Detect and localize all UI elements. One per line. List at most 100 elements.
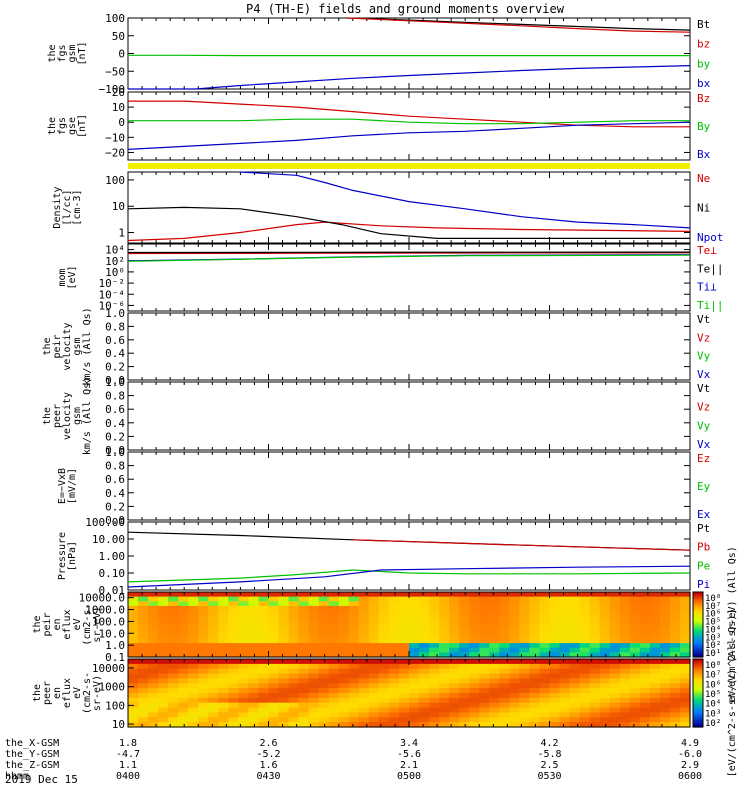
spectrogram-cell [629,688,641,694]
spectrogram-cell [298,643,310,649]
spectrogram-cell [539,707,551,714]
spectrogram-cell [258,707,270,714]
spectrogram-cell [278,659,290,665]
spectrogram-peir-eflux-ylabel: en [52,618,63,630]
spectrogram-cell [178,610,189,616]
spectrogram-cell [138,643,149,649]
spectrogram-cell [258,601,270,607]
spectrogram-cell [539,702,551,709]
spectrogram-cell [238,601,249,607]
spectrogram-cell [549,647,561,653]
spectrogram-cell [599,633,611,639]
spectrogram-cell [228,663,239,670]
spectrogram-cell [318,722,330,728]
colorbar-tick-label: 10⁷ [705,602,721,612]
spectrogram-cell [399,693,410,699]
spectrogram-cell [399,697,410,704]
spectrogram-cell [419,647,430,653]
spectrogram-cell [368,722,380,728]
spectrogram-cell [529,693,540,699]
spectrogram-cell [268,722,280,728]
spectrogram-cell [138,663,149,670]
spectrogram-cell [439,697,450,704]
spectrogram-ytick-label: 10 [112,718,125,731]
spectrogram-cell [218,663,229,670]
spectrogram-cell [358,668,370,675]
spectrogram-cell [288,673,300,680]
spectrogram-cell [669,610,681,616]
legend-Bz: Bz [697,92,710,105]
spectrogram-cell [519,643,530,649]
spectrogram-cell [499,629,510,635]
spectrogram-cell [609,624,621,630]
spectrogram-cell [178,712,189,718]
spectrogram-cell [158,610,169,616]
spectrogram-cell [569,717,581,723]
spectrogram-cell [288,615,300,621]
spectrogram-cell [358,683,370,689]
spectrogram-cell [178,647,189,653]
spectrogram-cell [368,605,380,612]
spectrogram-cell [680,688,691,694]
spectrogram-cell [409,601,420,607]
spectrogram-cell [659,629,671,635]
spectrogram-cell [278,717,290,723]
spectrogram-cell [218,668,229,675]
spectrogram-cell [519,605,530,612]
spectrogram-peir-eflux-ylabel: eV [72,618,83,630]
spectrogram-cell [288,647,300,653]
spectrogram-cell [198,688,209,694]
spectrogram-cell [268,717,280,723]
spectrogram-cell [519,722,530,728]
spectrogram-cell [639,624,651,630]
spectrogram-cell [589,712,601,718]
panel-pressure-ylabel: Pressure [57,532,68,580]
spectrogram-cell [228,605,239,612]
spectrogram-cell [178,688,189,694]
spectrogram-ytick-label: 100 [105,699,125,712]
series-By [128,118,690,125]
series-Te⊥ [127,252,691,255]
spectrogram-cell [368,592,380,598]
spectrogram-cell [178,678,189,684]
spectrogram-cell [218,633,229,639]
spectrogram-cell [218,619,229,626]
spectrogram-cell [569,707,581,714]
spectrogram-cell [218,596,229,602]
spectrogram-cell [378,697,390,704]
spectrogram-cell [469,647,480,653]
spectrogram-cell [559,673,571,680]
spectrogram-cell [318,702,330,709]
spectrogram-cell [328,605,340,612]
spectrogram-cell [278,601,290,607]
series-Bx [127,121,691,150]
spectrogram-cell [539,647,551,653]
spectrogram-cell [669,712,681,718]
spectrogram-cell [659,659,671,665]
spectrogram-cell [138,619,149,626]
spectrogram-cell [599,615,611,621]
spectrogram-cell [479,647,490,653]
spectrogram-cell [499,605,510,612]
legend-Pe: Pe [697,559,710,572]
spectrogram-cell [168,673,179,680]
spectrogram-cell [138,638,149,644]
spectrogram-cell [188,673,199,680]
spectrogram-cell [348,643,360,649]
spectrogram-cell [499,683,510,689]
spectrogram-cell [509,673,520,680]
spectrogram-cell [278,619,290,626]
spectrogram-cell [338,707,350,714]
spectrogram-cell [378,615,390,621]
spectrogram-cell [629,722,641,728]
spectrogram-cell [338,717,350,723]
spectrogram-cell [619,647,631,653]
spectrogram-cell [198,663,209,670]
spectrogram-cell [298,722,310,728]
spectrogram-cell [429,601,440,607]
spectrogram-cell [298,601,310,607]
panel-temperature-ytick-label: 10⁴ [105,244,125,257]
legend-Vt: Vt [697,313,710,326]
spectrogram-cell [659,652,671,658]
spectrogram-cell [659,647,671,653]
